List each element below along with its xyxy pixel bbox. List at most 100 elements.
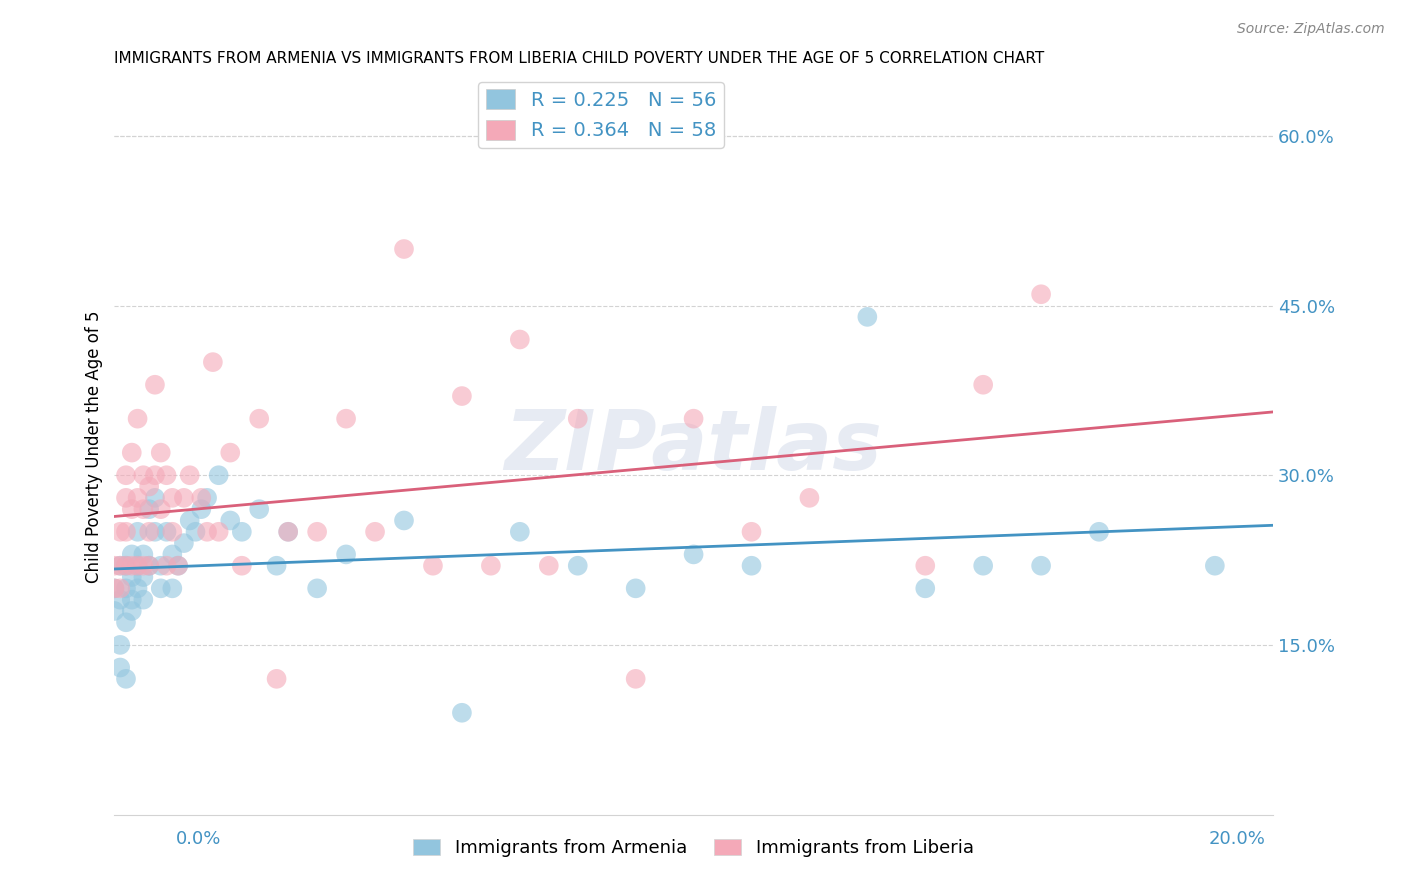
Point (149, 445, 172, 459)
Point (149, 582, 172, 596)
Point (1029, 287, 1052, 301)
Point (132, 592, 155, 607)
Point (138, 558, 160, 573)
Point (201, 355, 224, 369)
Point (741, 558, 763, 573)
Point (509, 333, 531, 347)
Point (138, 558, 160, 573)
Point (132, 570, 155, 584)
Point (624, 582, 647, 596)
Point (173, 536, 195, 550)
Point (914, 582, 936, 596)
Point (537, 558, 560, 573)
Point (138, 524, 160, 539)
Point (121, 592, 143, 607)
Point (115, 491, 138, 505)
Point (108, 582, 131, 596)
Point (103, 582, 125, 596)
Point (121, 558, 143, 573)
Point (184, 524, 207, 539)
Point (451, 706, 474, 720)
Point (208, 524, 231, 539)
Point (132, 468, 155, 483)
Point (914, 558, 936, 573)
Point (682, 548, 704, 562)
Point (132, 502, 155, 516)
Point (108, 524, 131, 539)
Y-axis label: Child Poverty Under the Age of 5: Child Poverty Under the Age of 5 (86, 310, 103, 583)
Point (1204, 558, 1226, 573)
Point (179, 468, 201, 483)
Point (266, 672, 288, 686)
Point (127, 558, 149, 573)
Text: Source: ZipAtlas.com: Source: ZipAtlas.com (1237, 22, 1385, 37)
Point (127, 558, 149, 573)
Point (219, 445, 242, 459)
Point (682, 411, 704, 425)
Point (115, 558, 138, 573)
Point (162, 491, 184, 505)
Point (451, 389, 474, 403)
Point (121, 548, 143, 562)
Point (231, 524, 253, 539)
Point (231, 558, 253, 573)
Point (115, 582, 138, 596)
Point (132, 548, 155, 562)
Point (567, 558, 589, 573)
Point (155, 558, 177, 573)
Point (392, 513, 415, 527)
Point (138, 502, 160, 516)
Point (162, 582, 184, 596)
Point (115, 468, 138, 483)
Point (247, 502, 270, 516)
Point (799, 491, 821, 505)
Point (392, 242, 415, 256)
Point (108, 558, 131, 573)
Point (335, 411, 357, 425)
Point (108, 660, 131, 674)
Point (103, 558, 125, 573)
Point (307, 524, 329, 539)
Point (138, 479, 160, 493)
Point (149, 502, 172, 516)
Point (277, 524, 299, 539)
Point (127, 411, 149, 425)
Point (167, 558, 190, 573)
Point (1029, 558, 1052, 573)
Point (277, 524, 299, 539)
Point (143, 468, 166, 483)
Point (195, 491, 218, 505)
Point (307, 582, 329, 596)
Point (479, 558, 502, 573)
Point (149, 558, 172, 573)
Text: ZIPatlas: ZIPatlas (505, 407, 883, 487)
Point (179, 513, 201, 527)
Text: 20.0%: 20.0% (1209, 830, 1265, 847)
Text: IMMIGRANTS FROM ARMENIA VS IMMIGRANTS FROM LIBERIA CHILD POVERTY UNDER THE AGE O: IMMIGRANTS FROM ARMENIA VS IMMIGRANTS FR… (114, 51, 1045, 66)
Point (115, 558, 138, 573)
Point (567, 411, 589, 425)
Point (155, 468, 177, 483)
Point (143, 491, 166, 505)
Point (266, 558, 288, 573)
Point (115, 524, 138, 539)
Point (509, 524, 531, 539)
Legend: R = 0.225   N = 56, R = 0.364   N = 58: R = 0.225 N = 56, R = 0.364 N = 58 (478, 82, 724, 148)
Point (624, 672, 647, 686)
Point (115, 672, 138, 686)
Point (108, 592, 131, 607)
Point (190, 502, 212, 516)
Point (335, 548, 357, 562)
Point (741, 524, 763, 539)
Point (108, 558, 131, 573)
Point (121, 570, 143, 584)
Point (856, 310, 879, 324)
Point (972, 377, 994, 392)
Point (103, 604, 125, 618)
Point (155, 524, 177, 539)
Point (103, 582, 125, 596)
Point (108, 638, 131, 652)
Point (162, 548, 184, 562)
Point (127, 524, 149, 539)
Point (121, 445, 143, 459)
